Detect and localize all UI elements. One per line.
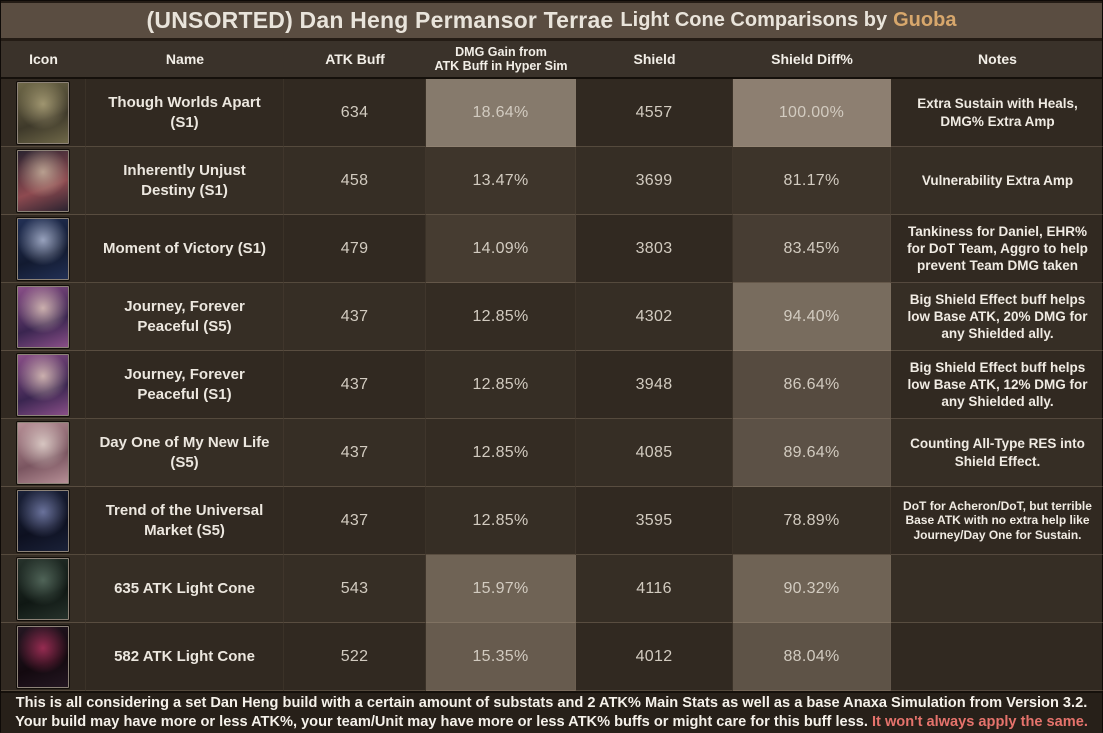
shield-diff-value: 90.32% bbox=[733, 555, 891, 623]
icon-cell bbox=[1, 623, 86, 691]
shield-diff-value: 94.40% bbox=[733, 283, 891, 351]
shield-diff-value: 81.17% bbox=[733, 147, 891, 215]
atk-buff-value: 437 bbox=[284, 419, 426, 487]
notes-cell bbox=[891, 555, 1103, 623]
shield-diff-value: 83.45% bbox=[733, 215, 891, 283]
atk-buff-value: 437 bbox=[284, 351, 426, 419]
dmg-gain-value: 18.64% bbox=[426, 79, 576, 147]
table-row: 635 ATK Light Cone 543 15.97% 4116 90.32… bbox=[1, 555, 1103, 623]
notes-cell: Counting All-Type RES into Shield Effect… bbox=[891, 419, 1103, 487]
notes-cell: Vulnerability Extra Amp bbox=[891, 147, 1103, 215]
lightcone-name: Journey, Forever Peaceful (S5) bbox=[86, 283, 284, 351]
lightcone-name: Inherently Unjust Destiny (S1) bbox=[86, 147, 284, 215]
icon-cell bbox=[1, 419, 86, 487]
notes-cell: Tankiness for Daniel, EHR% for DoT Team,… bbox=[891, 215, 1103, 283]
author-name: Guoba bbox=[893, 9, 957, 31]
shield-diff-value: 78.89% bbox=[733, 487, 891, 555]
atk-buff-value: 437 bbox=[284, 283, 426, 351]
shield-diff-value: 88.04% bbox=[733, 623, 891, 691]
dmg-gain-value: 12.85% bbox=[426, 419, 576, 487]
shield-value: 4012 bbox=[576, 623, 733, 691]
column-header-shield-diff-: Shield Diff% bbox=[771, 50, 853, 67]
inherently-unjust-destiny-icon bbox=[17, 149, 69, 212]
page-subtitle: Light Cone Comparisons by bbox=[620, 9, 888, 31]
atk-buff-value: 543 bbox=[284, 555, 426, 623]
column-header-name: Name bbox=[165, 50, 205, 67]
atk-buff-value: 634 bbox=[284, 79, 426, 147]
table-body: Though Worlds Apart (S1) 634 18.64% 4557… bbox=[1, 79, 1103, 691]
table-row: Though Worlds Apart (S1) 634 18.64% 4557… bbox=[1, 79, 1103, 147]
column-header-icon: Icon bbox=[29, 50, 58, 67]
notes-cell: DoT for Acheron/DoT, but terrible Base A… bbox=[891, 487, 1103, 555]
journey-forever-peaceful-icon bbox=[17, 353, 69, 416]
635-atk-light-cone-icon bbox=[17, 557, 69, 620]
lightcone-name: Journey, Forever Peaceful (S1) bbox=[86, 351, 284, 419]
atk-buff-value: 458 bbox=[284, 147, 426, 215]
table-row: 582 ATK Light Cone 522 15.35% 4012 88.04… bbox=[1, 623, 1103, 691]
atk-buff-value: 437 bbox=[284, 487, 426, 555]
shield-value: 3699 bbox=[576, 147, 733, 215]
notes-cell: Big Shield Effect buff helps low Base AT… bbox=[891, 351, 1103, 419]
moment-of-victory-icon bbox=[17, 217, 69, 280]
lightcone-name: Trend of the Universal Market (S5) bbox=[86, 487, 284, 555]
lightcone-name: Though Worlds Apart (S1) bbox=[86, 79, 284, 147]
notes-cell: Big Shield Effect buff helps low Base AT… bbox=[891, 283, 1103, 351]
footer-text-highlight: It won't always apply the same. bbox=[871, 714, 1088, 730]
dmg-gain-value: 13.47% bbox=[426, 147, 576, 215]
though-worlds-apart-icon bbox=[17, 81, 69, 144]
icon-cell bbox=[1, 351, 86, 419]
shield-value: 4302 bbox=[576, 283, 733, 351]
lightcone-name: Moment of Victory (S1) bbox=[86, 215, 284, 283]
shield-value: 3948 bbox=[576, 351, 733, 419]
column-header-dmg-gain-from: DMG Gain from ATK Buff in Hyper Sim bbox=[434, 44, 568, 73]
shield-value: 3803 bbox=[576, 215, 733, 283]
atk-buff-value: 479 bbox=[284, 215, 426, 283]
footer-text: This is all considering a set Dan Heng b… bbox=[9, 694, 1094, 733]
table-row: Day One of My New Life (S5) 437 12.85% 4… bbox=[1, 419, 1103, 487]
footer-note: This is all considering a set Dan Heng b… bbox=[1, 691, 1102, 733]
dmg-gain-value: 15.35% bbox=[426, 623, 576, 691]
lightcone-name: Day One of My New Life (S5) bbox=[86, 419, 284, 487]
shield-value: 3595 bbox=[576, 487, 733, 555]
dmg-gain-value: 14.09% bbox=[426, 215, 576, 283]
table-row: Inherently Unjust Destiny (S1) 458 13.47… bbox=[1, 147, 1103, 215]
column-header-notes: Notes bbox=[978, 50, 1017, 67]
column-header-atk-buff: ATK Buff bbox=[325, 50, 385, 67]
notes-cell: Extra Sustain with Heals, DMG% Extra Amp bbox=[891, 79, 1103, 147]
title-bar: (UNSORTED) Dan Heng Permansor Terrae Lig… bbox=[1, 1, 1102, 41]
table-row: Journey, Forever Peaceful (S5) 437 12.85… bbox=[1, 283, 1103, 351]
day-one-of-my-new-life-icon bbox=[17, 421, 69, 484]
table-row: Moment of Victory (S1) 479 14.09% 3803 8… bbox=[1, 215, 1103, 283]
journey-forever-peaceful-icon bbox=[17, 285, 69, 348]
trend-of-the-universal-market-icon bbox=[17, 489, 69, 552]
table-row: Trend of the Universal Market (S5) 437 1… bbox=[1, 487, 1103, 555]
footer-text-main: This is all considering a set Dan Heng b… bbox=[15, 694, 1088, 730]
icon-cell bbox=[1, 487, 86, 555]
shield-value: 4116 bbox=[576, 555, 733, 623]
dmg-gain-value: 12.85% bbox=[426, 351, 576, 419]
icon-cell bbox=[1, 79, 86, 147]
icon-cell bbox=[1, 215, 86, 283]
shield-value: 4557 bbox=[576, 79, 733, 147]
page-title: (UNSORTED) Dan Heng Permansor Terrae bbox=[146, 7, 614, 33]
dmg-gain-value: 15.97% bbox=[426, 555, 576, 623]
icon-cell bbox=[1, 283, 86, 351]
shield-value: 4085 bbox=[576, 419, 733, 487]
dmg-gain-value: 12.85% bbox=[426, 487, 576, 555]
table-header-row: Icon Name ATK Buff DMG Gain from ATK Buff i… bbox=[1, 41, 1102, 79]
lightcone-name: 635 ATK Light Cone bbox=[86, 555, 284, 623]
notes-cell bbox=[891, 623, 1103, 691]
icon-cell bbox=[1, 147, 86, 215]
shield-diff-value: 86.64% bbox=[733, 351, 891, 419]
column-header-shield: Shield bbox=[633, 50, 676, 67]
lightcone-name: 582 ATK Light Cone bbox=[86, 623, 284, 691]
dmg-gain-value: 12.85% bbox=[426, 283, 576, 351]
shield-diff-value: 100.00% bbox=[733, 79, 891, 147]
shield-diff-value: 89.64% bbox=[733, 419, 891, 487]
atk-buff-value: 522 bbox=[284, 623, 426, 691]
icon-cell bbox=[1, 555, 86, 623]
582-atk-light-cone-icon bbox=[17, 625, 69, 688]
table-row: Journey, Forever Peaceful (S1) 437 12.85… bbox=[1, 351, 1103, 419]
